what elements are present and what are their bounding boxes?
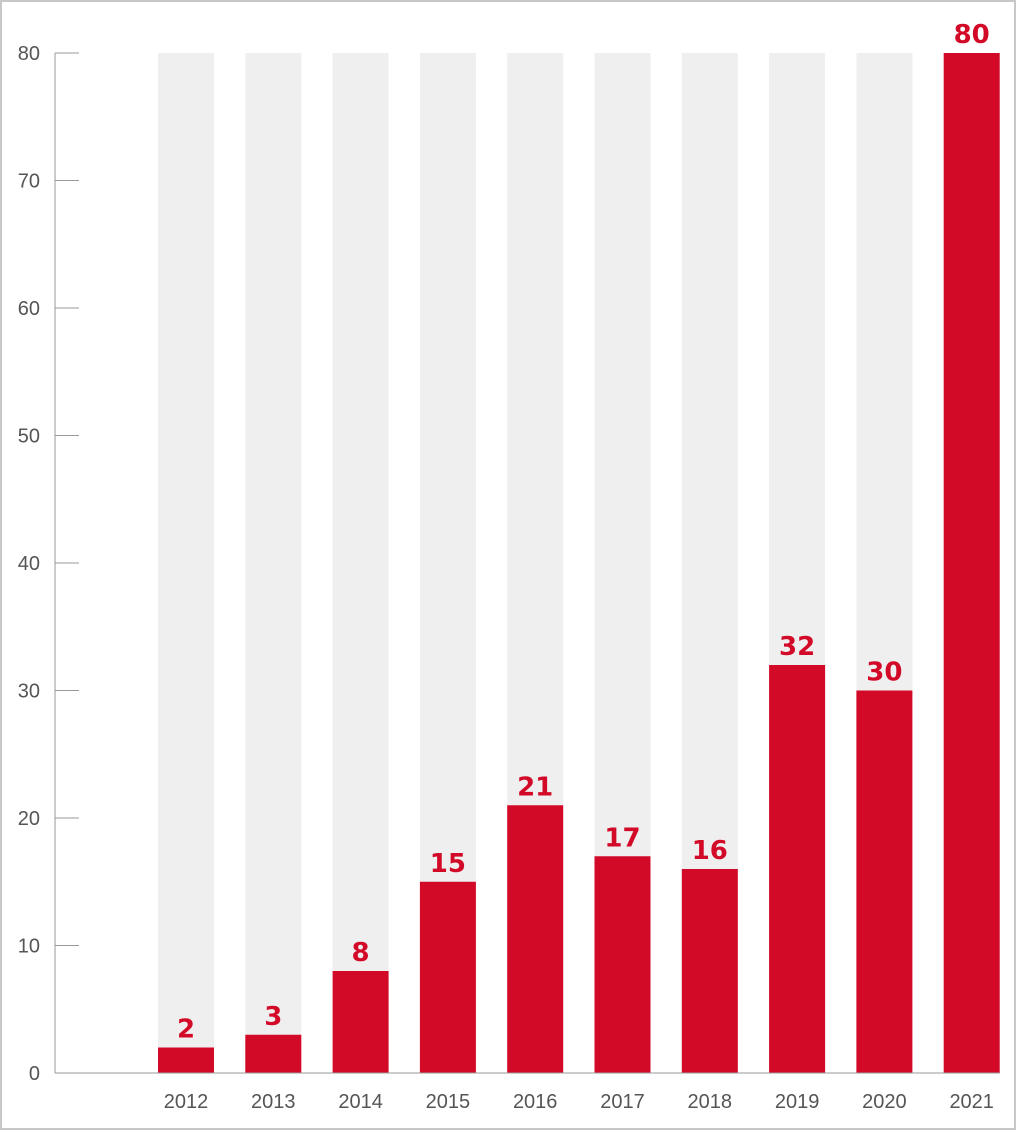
bar bbox=[943, 53, 1000, 1073]
x-tick-label: 2021 bbox=[949, 1091, 994, 1113]
data-label: 8 bbox=[352, 938, 370, 968]
bar bbox=[158, 1047, 214, 1073]
x-tick-label: 2019 bbox=[775, 1091, 820, 1113]
y-axis-ticks: 0 10 20 30 40 50 60 70 80 bbox=[18, 43, 79, 1085]
y-tick-label: 20 bbox=[18, 808, 40, 830]
x-tick-label: 2013 bbox=[251, 1091, 296, 1113]
data-label: 30 bbox=[866, 658, 902, 688]
x-tick-label: 2012 bbox=[164, 1091, 209, 1113]
data-label: 17 bbox=[604, 823, 640, 853]
data-label: 2 bbox=[177, 1015, 195, 1045]
data-labels: 2 3 8 15 21 17 16 32 30 80 bbox=[177, 20, 990, 1045]
data-label: 16 bbox=[692, 836, 728, 866]
y-tick-label: 30 bbox=[18, 681, 40, 703]
bar bbox=[594, 856, 651, 1073]
x-tick-label: 2018 bbox=[688, 1091, 733, 1113]
y-tick-label: 10 bbox=[18, 936, 40, 958]
background-bar bbox=[158, 53, 214, 1073]
bar bbox=[419, 881, 476, 1073]
bar bbox=[681, 869, 738, 1073]
data-label: 32 bbox=[779, 632, 815, 662]
data-label: 21 bbox=[517, 772, 553, 802]
background-bar bbox=[245, 53, 302, 1073]
x-tick-label: 2015 bbox=[426, 1091, 471, 1113]
bar bbox=[245, 1034, 302, 1073]
y-tick-label: 40 bbox=[18, 553, 40, 575]
y-tick-label: 80 bbox=[18, 43, 40, 65]
data-label: 80 bbox=[954, 20, 990, 50]
bars bbox=[158, 53, 1000, 1073]
bar bbox=[507, 805, 564, 1073]
bar bbox=[856, 690, 913, 1073]
y-tick-label: 0 bbox=[29, 1063, 40, 1085]
background-bars bbox=[158, 53, 1000, 1073]
x-tick-label: 2016 bbox=[513, 1091, 558, 1113]
y-tick-label: 50 bbox=[18, 426, 40, 448]
x-tick-label: 2017 bbox=[600, 1091, 645, 1113]
bar bbox=[332, 971, 389, 1073]
background-bar bbox=[332, 53, 389, 1073]
data-label: 3 bbox=[264, 1002, 282, 1032]
x-tick-label: 2014 bbox=[338, 1091, 383, 1113]
y-tick-label: 60 bbox=[18, 298, 40, 320]
x-axis-labels: 2012 2013 2014 2015 2016 2017 2018 2019 2020 2021 bbox=[164, 1091, 994, 1113]
data-label: 15 bbox=[430, 849, 466, 879]
x-tick-label: 2020 bbox=[862, 1091, 907, 1113]
y-tick-label: 70 bbox=[18, 171, 40, 193]
bar bbox=[769, 665, 826, 1073]
